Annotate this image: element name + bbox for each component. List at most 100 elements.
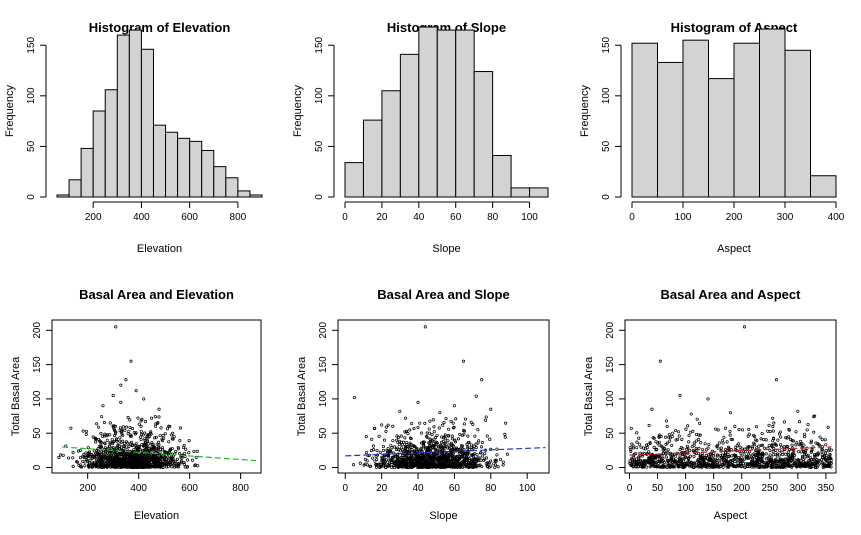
scatter-point [707, 458, 711, 462]
scatter-point [365, 463, 369, 467]
scatter-point [149, 457, 153, 461]
scatter-point [441, 461, 446, 465]
scatter-point [100, 460, 104, 465]
scatter-point [748, 463, 752, 467]
scatter-point [827, 456, 831, 460]
scatter-point [418, 421, 422, 425]
scatter-point [806, 453, 810, 457]
scatter-point [664, 435, 668, 439]
scatter-point [802, 453, 806, 457]
scatter-point [774, 465, 778, 469]
scatter-point [688, 454, 692, 458]
scatter-point [682, 459, 686, 463]
scatter-point [792, 457, 796, 461]
scatter-point [452, 425, 456, 429]
scatter-point [471, 459, 475, 463]
scatter-point [181, 445, 186, 450]
scatter-point [449, 419, 453, 423]
scatter-point [775, 462, 779, 466]
y-tick-label: 100 [32, 390, 43, 407]
scatter-point [742, 453, 746, 457]
scatter-point [643, 462, 647, 466]
scatter-point [632, 459, 637, 463]
scatter-point [674, 438, 678, 442]
scatter-point [760, 431, 764, 436]
scatter-point [451, 443, 455, 447]
scatter-point [144, 445, 149, 449]
scatter-point [784, 459, 789, 463]
scatter-point [176, 462, 180, 466]
scatter-point [163, 432, 167, 436]
scatter-point [781, 458, 785, 462]
scatter-point [827, 463, 832, 467]
scatter-point [155, 421, 159, 426]
scatter-point [431, 456, 435, 460]
scatter-point [462, 457, 466, 461]
scatter-point [431, 418, 435, 422]
scatter-point [439, 443, 443, 447]
scatter-point [421, 455, 425, 459]
scatter-point [384, 458, 388, 462]
scatter-point [449, 448, 453, 452]
scatter-point [103, 446, 107, 450]
scatter-point [133, 458, 137, 462]
scatter-point [116, 453, 120, 457]
scatter-point [90, 457, 94, 461]
x-axis-label: Aspect [717, 243, 751, 255]
scatter-point [803, 432, 807, 436]
x-tick-label: 150 [705, 483, 722, 494]
scatter-point [752, 433, 756, 437]
scatter-point [780, 452, 785, 457]
scatter-point [700, 457, 705, 461]
scatter-point [757, 465, 761, 469]
scatter-point [130, 440, 134, 444]
scatter-point [456, 460, 460, 464]
scatter-point [389, 465, 394, 469]
scatter-point [444, 444, 448, 448]
scatter-point [86, 459, 90, 463]
scatter-point [90, 455, 94, 459]
scatter-point [504, 421, 508, 425]
scatter-point [798, 420, 802, 424]
scatter-point [142, 465, 146, 470]
scatter-point [503, 435, 507, 439]
scatter-point [651, 462, 655, 466]
scatter-point [661, 456, 665, 460]
x-axis-label: Slope [429, 510, 457, 522]
scatter-point [170, 437, 174, 441]
scatter-point [446, 434, 450, 438]
scatter-point [377, 462, 381, 466]
scatter-point [809, 465, 813, 469]
scatter-point [440, 435, 444, 439]
scatter-point [453, 438, 457, 442]
scatter-point [420, 446, 424, 450]
scatter-point [764, 438, 768, 442]
trend-line [629, 446, 832, 456]
scatter-point [795, 441, 799, 445]
scatter-point [95, 422, 99, 426]
scatter-point [673, 459, 677, 463]
scatter-point [699, 441, 703, 445]
histogram-bar [68, 179, 82, 198]
scatter-point [679, 462, 683, 467]
scatter-point [503, 432, 507, 436]
scatter-point [196, 464, 200, 468]
scatter-point [57, 455, 61, 460]
scatter-point [664, 419, 669, 423]
scatter-point [386, 423, 390, 427]
y-tick-label: 100 [314, 87, 325, 104]
plot-box [624, 319, 837, 474]
scatter-point [145, 460, 149, 464]
scatter-point [694, 439, 698, 443]
scatter-point [706, 397, 710, 401]
scatter-point [129, 458, 133, 463]
scatter-point [412, 426, 416, 430]
x-tick-label: 200 [79, 483, 96, 494]
y-tick-label: 0 [601, 194, 612, 200]
scatter-point [471, 446, 475, 450]
histogram-bar [80, 147, 94, 198]
x-tick-label: 200 [726, 212, 743, 223]
scatter-point [639, 445, 643, 449]
scatter-point [736, 455, 740, 459]
